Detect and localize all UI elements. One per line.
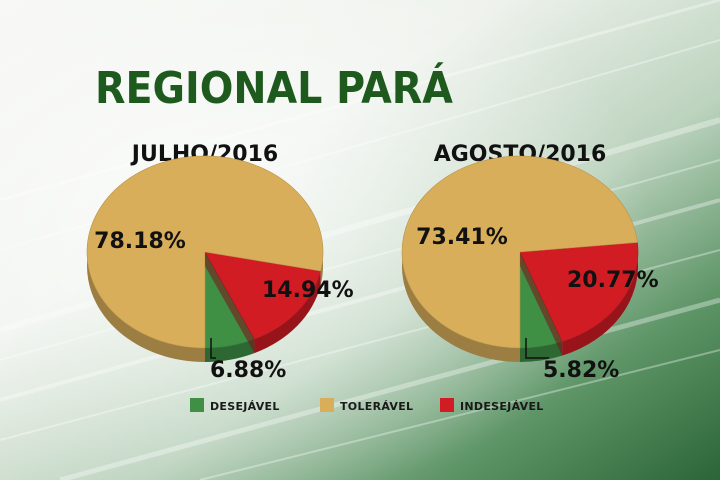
data-label-indesejavel-agosto: 20.77% <box>567 268 659 293</box>
legend-label-desejavel: DESEJÁVEL <box>210 400 280 413</box>
legend: DESEJÁVEL TOLERÁVEL INDESEJÁVEL <box>190 398 544 413</box>
legend-swatch-desejavel <box>190 398 204 412</box>
pie-depth-agosto <box>401 156 638 362</box>
pie-depth-julho <box>86 155 323 362</box>
data-label-indesejavel-julho: 14.94% <box>262 278 354 303</box>
pie-slice-toleravel-julho <box>86 155 324 349</box>
pie-slice-indesejavel-agosto <box>519 242 639 343</box>
pie-side-desejavel-agosto <box>520 341 563 362</box>
leader-line-agosto <box>525 338 549 359</box>
pie-slice-toleravel-agosto <box>401 155 638 349</box>
pie-chart-julho: JULHO/2016 6.88%78.18%14.94% <box>86 142 354 383</box>
pie-side-indesejavel-julho <box>254 271 321 354</box>
pie-slice-indesejavel-julho <box>204 251 322 340</box>
pie-cutface-indesejavel-agosto <box>520 252 563 356</box>
leader-line-julho <box>210 338 216 359</box>
legend-label-toleravel: TOLERÁVEL <box>340 400 413 413</box>
pie-side-desejavel-julho <box>205 339 255 362</box>
pie-chart-agosto: AGOSTO/2016 5.82%73.41%20.77% <box>401 142 659 383</box>
legend-swatch-indesejavel <box>440 398 454 412</box>
data-label-desejavel-julho: 6.88% <box>210 358 286 383</box>
legend-label-indesejavel: INDESEJÁVEL <box>460 400 544 413</box>
pie-cutface-indesejavel-julho <box>205 252 255 354</box>
pie-side-indesejavel-agosto <box>562 242 638 356</box>
page-title: REGIONAL PARÁ <box>95 61 453 114</box>
legend-swatch-toleravel <box>320 398 334 412</box>
data-label-toleravel-julho: 78.18% <box>94 229 186 254</box>
data-label-toleravel-agosto: 73.41% <box>416 225 508 250</box>
data-label-desejavel-agosto: 5.82% <box>543 358 619 383</box>
